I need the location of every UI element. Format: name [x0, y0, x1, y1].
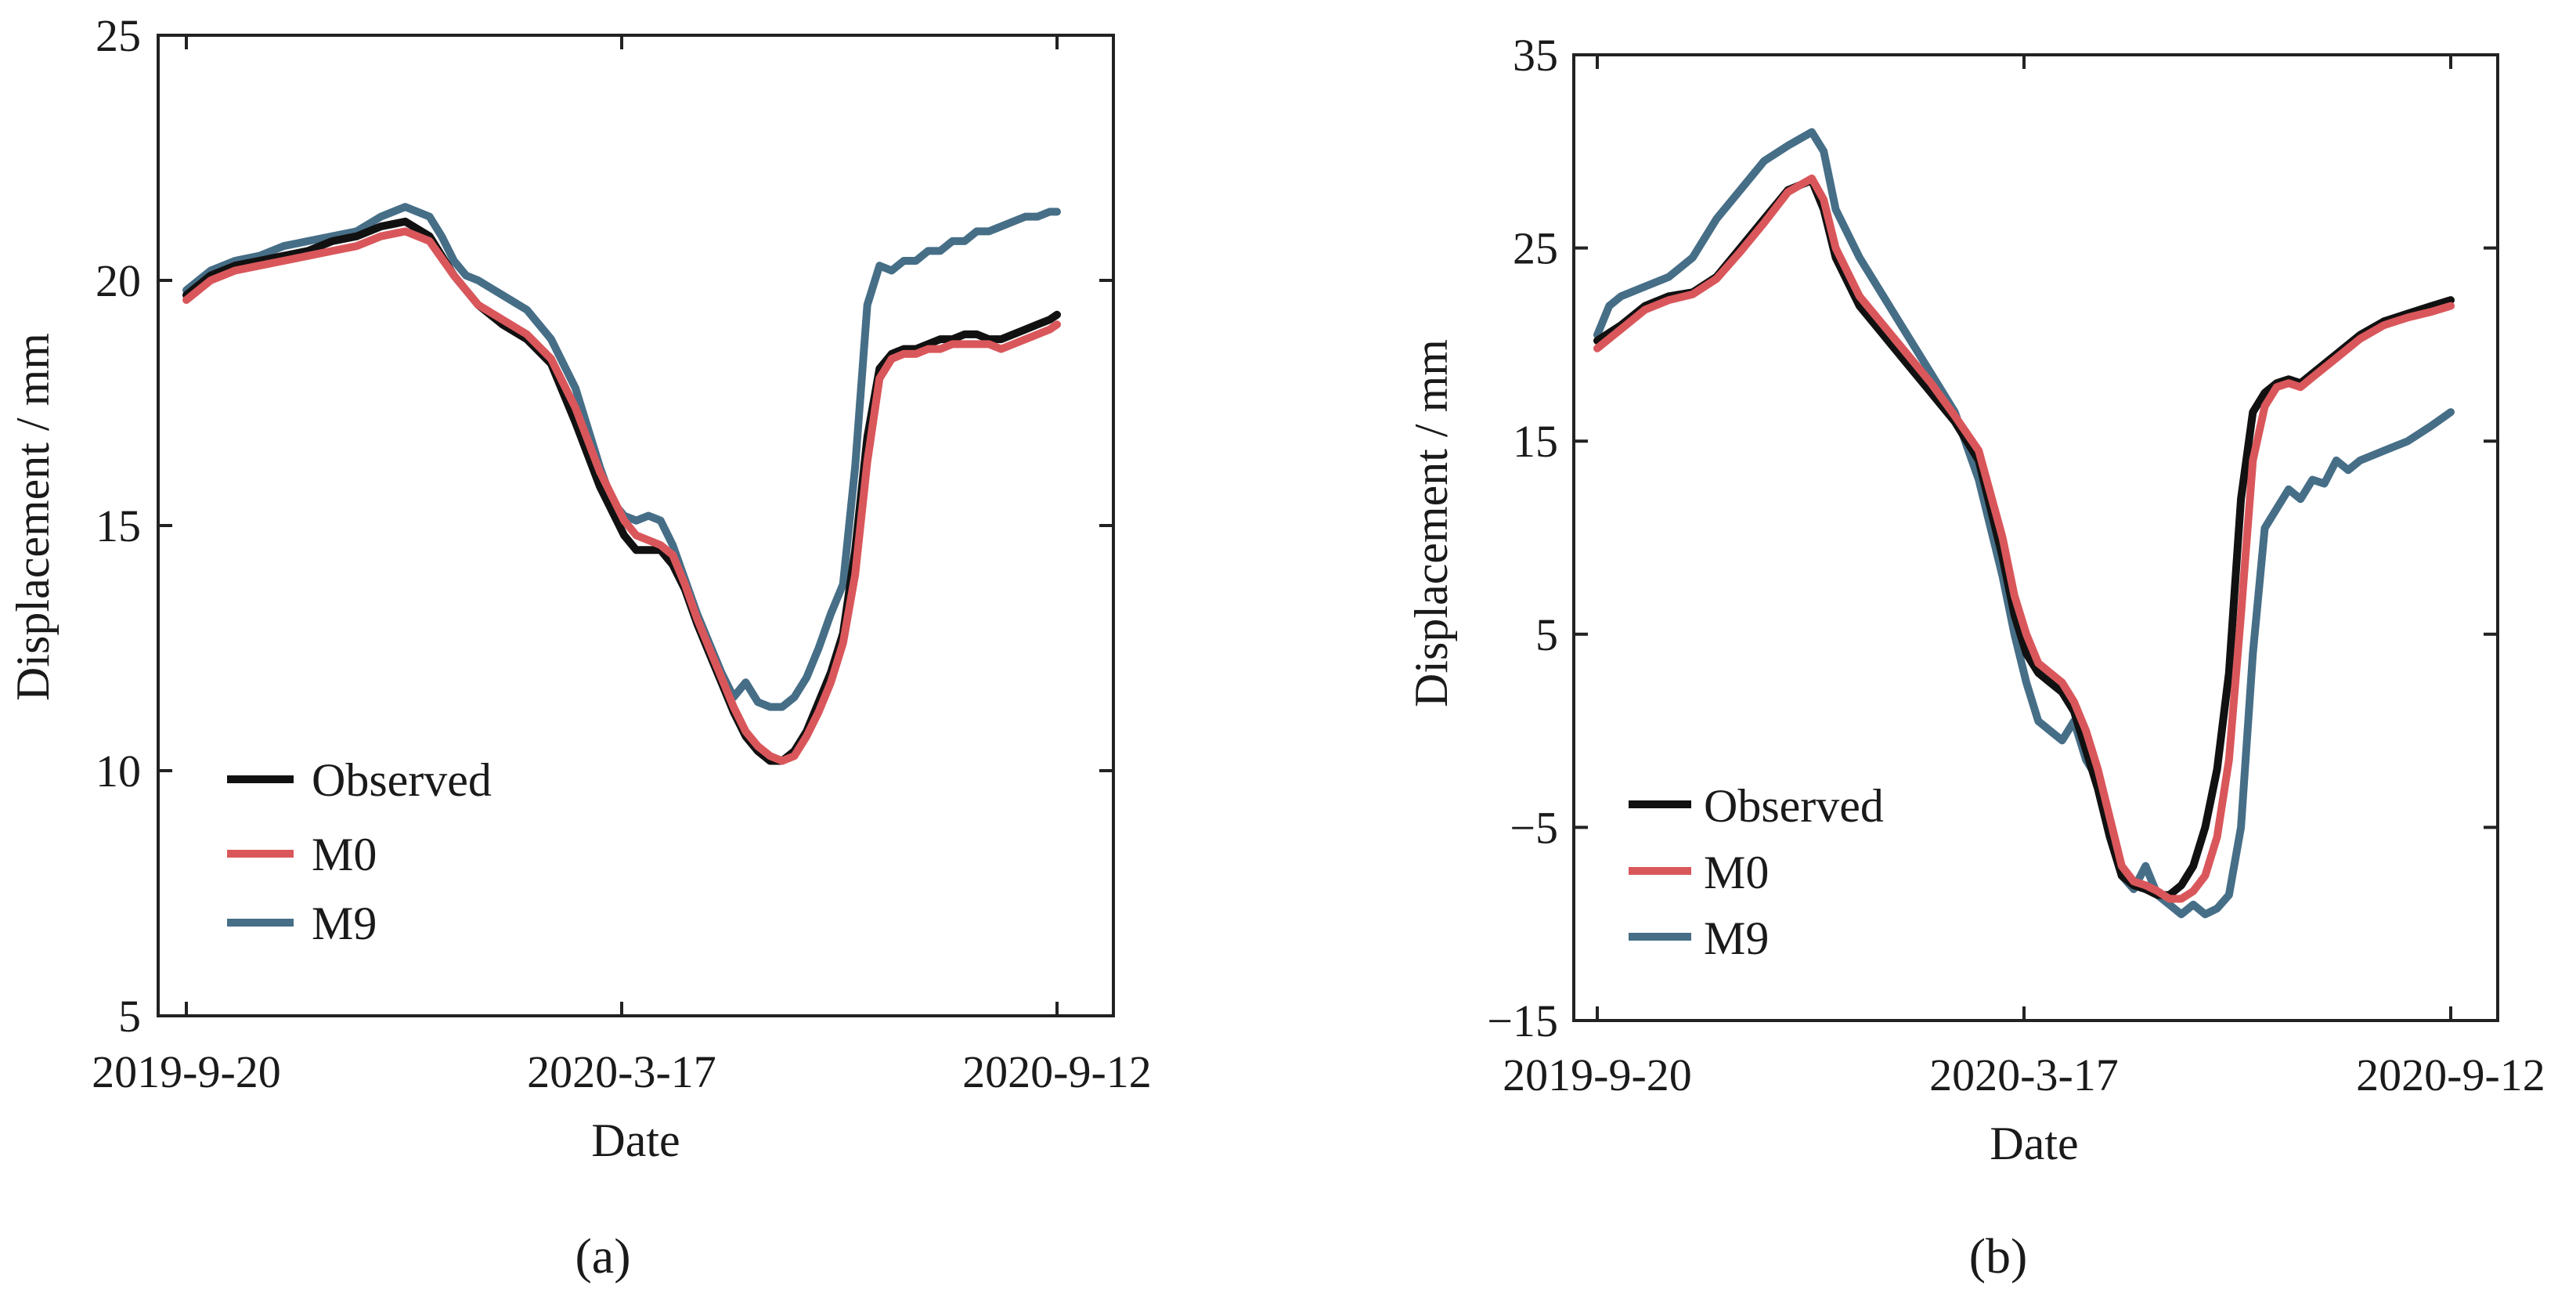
y-tick-label: 15	[1513, 416, 1558, 467]
plot-frame	[157, 34, 1115, 1017]
x-axis-title: Date	[1990, 1118, 2078, 1169]
legend-label-m9: M9	[312, 898, 377, 949]
panel-label: (b)	[1969, 1228, 2028, 1284]
y-tick-label: −15	[1487, 995, 1558, 1046]
legend-label-m0: M0	[312, 829, 377, 880]
y-tick-label: 25	[1513, 223, 1558, 274]
series-line-observed	[182, 217, 1061, 765]
chart-panel-b: Displacement / mm Date −15 −5 5 15 25 35 2019…	[1405, 30, 2545, 1284]
legend: Observed M0 M9	[227, 754, 492, 949]
legend-label-observed: Observed	[312, 754, 492, 806]
y-tick-label: −5	[1510, 802, 1558, 853]
y-axis-title: Displacement / mm	[7, 333, 59, 701]
x-tick-label: 2019-9-20	[92, 1046, 281, 1097]
plot-frame	[1572, 53, 2499, 1022]
x-ticks: 2019-9-20 2020-3-17 2020-9-12	[1503, 55, 2545, 1100]
y-tick-label: 20	[96, 255, 141, 306]
legend: Observed M0 M9	[1629, 780, 1884, 964]
x-axis-title: Date	[591, 1115, 680, 1166]
x-tick-label: 2020-9-12	[2356, 1050, 2545, 1100]
x-tick-label: 2020-3-17	[527, 1046, 716, 1097]
series-line-m0	[1593, 174, 2455, 903]
x-tick-label: 2020-3-17	[1929, 1050, 2119, 1100]
series-line-m9	[182, 203, 1061, 711]
y-tick-label: 25	[96, 10, 141, 61]
y-ticks: −15 −5 5 15 25 35	[1487, 30, 2498, 1046]
series-group	[182, 203, 1061, 765]
legend-label-observed: Observed	[1704, 780, 1884, 832]
x-tick-label: 2019-9-20	[1503, 1050, 1692, 1100]
legend-label-m9: M9	[1704, 912, 1769, 964]
y-ticks: 5 10 15 20 25	[96, 10, 1113, 1042]
x-ticks: 2019-9-20 2020-3-17 2020-9-12	[92, 35, 1152, 1097]
y-tick-label: 10	[96, 746, 141, 797]
chart-panel-a: Displacement / mm Date 5 10 15 20 25 2019-9-…	[7, 10, 1152, 1284]
x-tick-label: 2020-9-12	[962, 1046, 1152, 1097]
legend-label-m0: M0	[1704, 847, 1769, 898]
y-tick-label: 15	[96, 500, 141, 551]
y-axis-title: Displacement / mm	[1405, 339, 1457, 707]
y-tick-label: 5	[1535, 609, 1558, 660]
series-group	[1593, 128, 2455, 919]
series-line-m0	[182, 227, 1061, 765]
panel-label: (a)	[575, 1228, 630, 1284]
y-tick-label: 35	[1513, 30, 1558, 81]
y-tick-label: 5	[118, 991, 141, 1042]
